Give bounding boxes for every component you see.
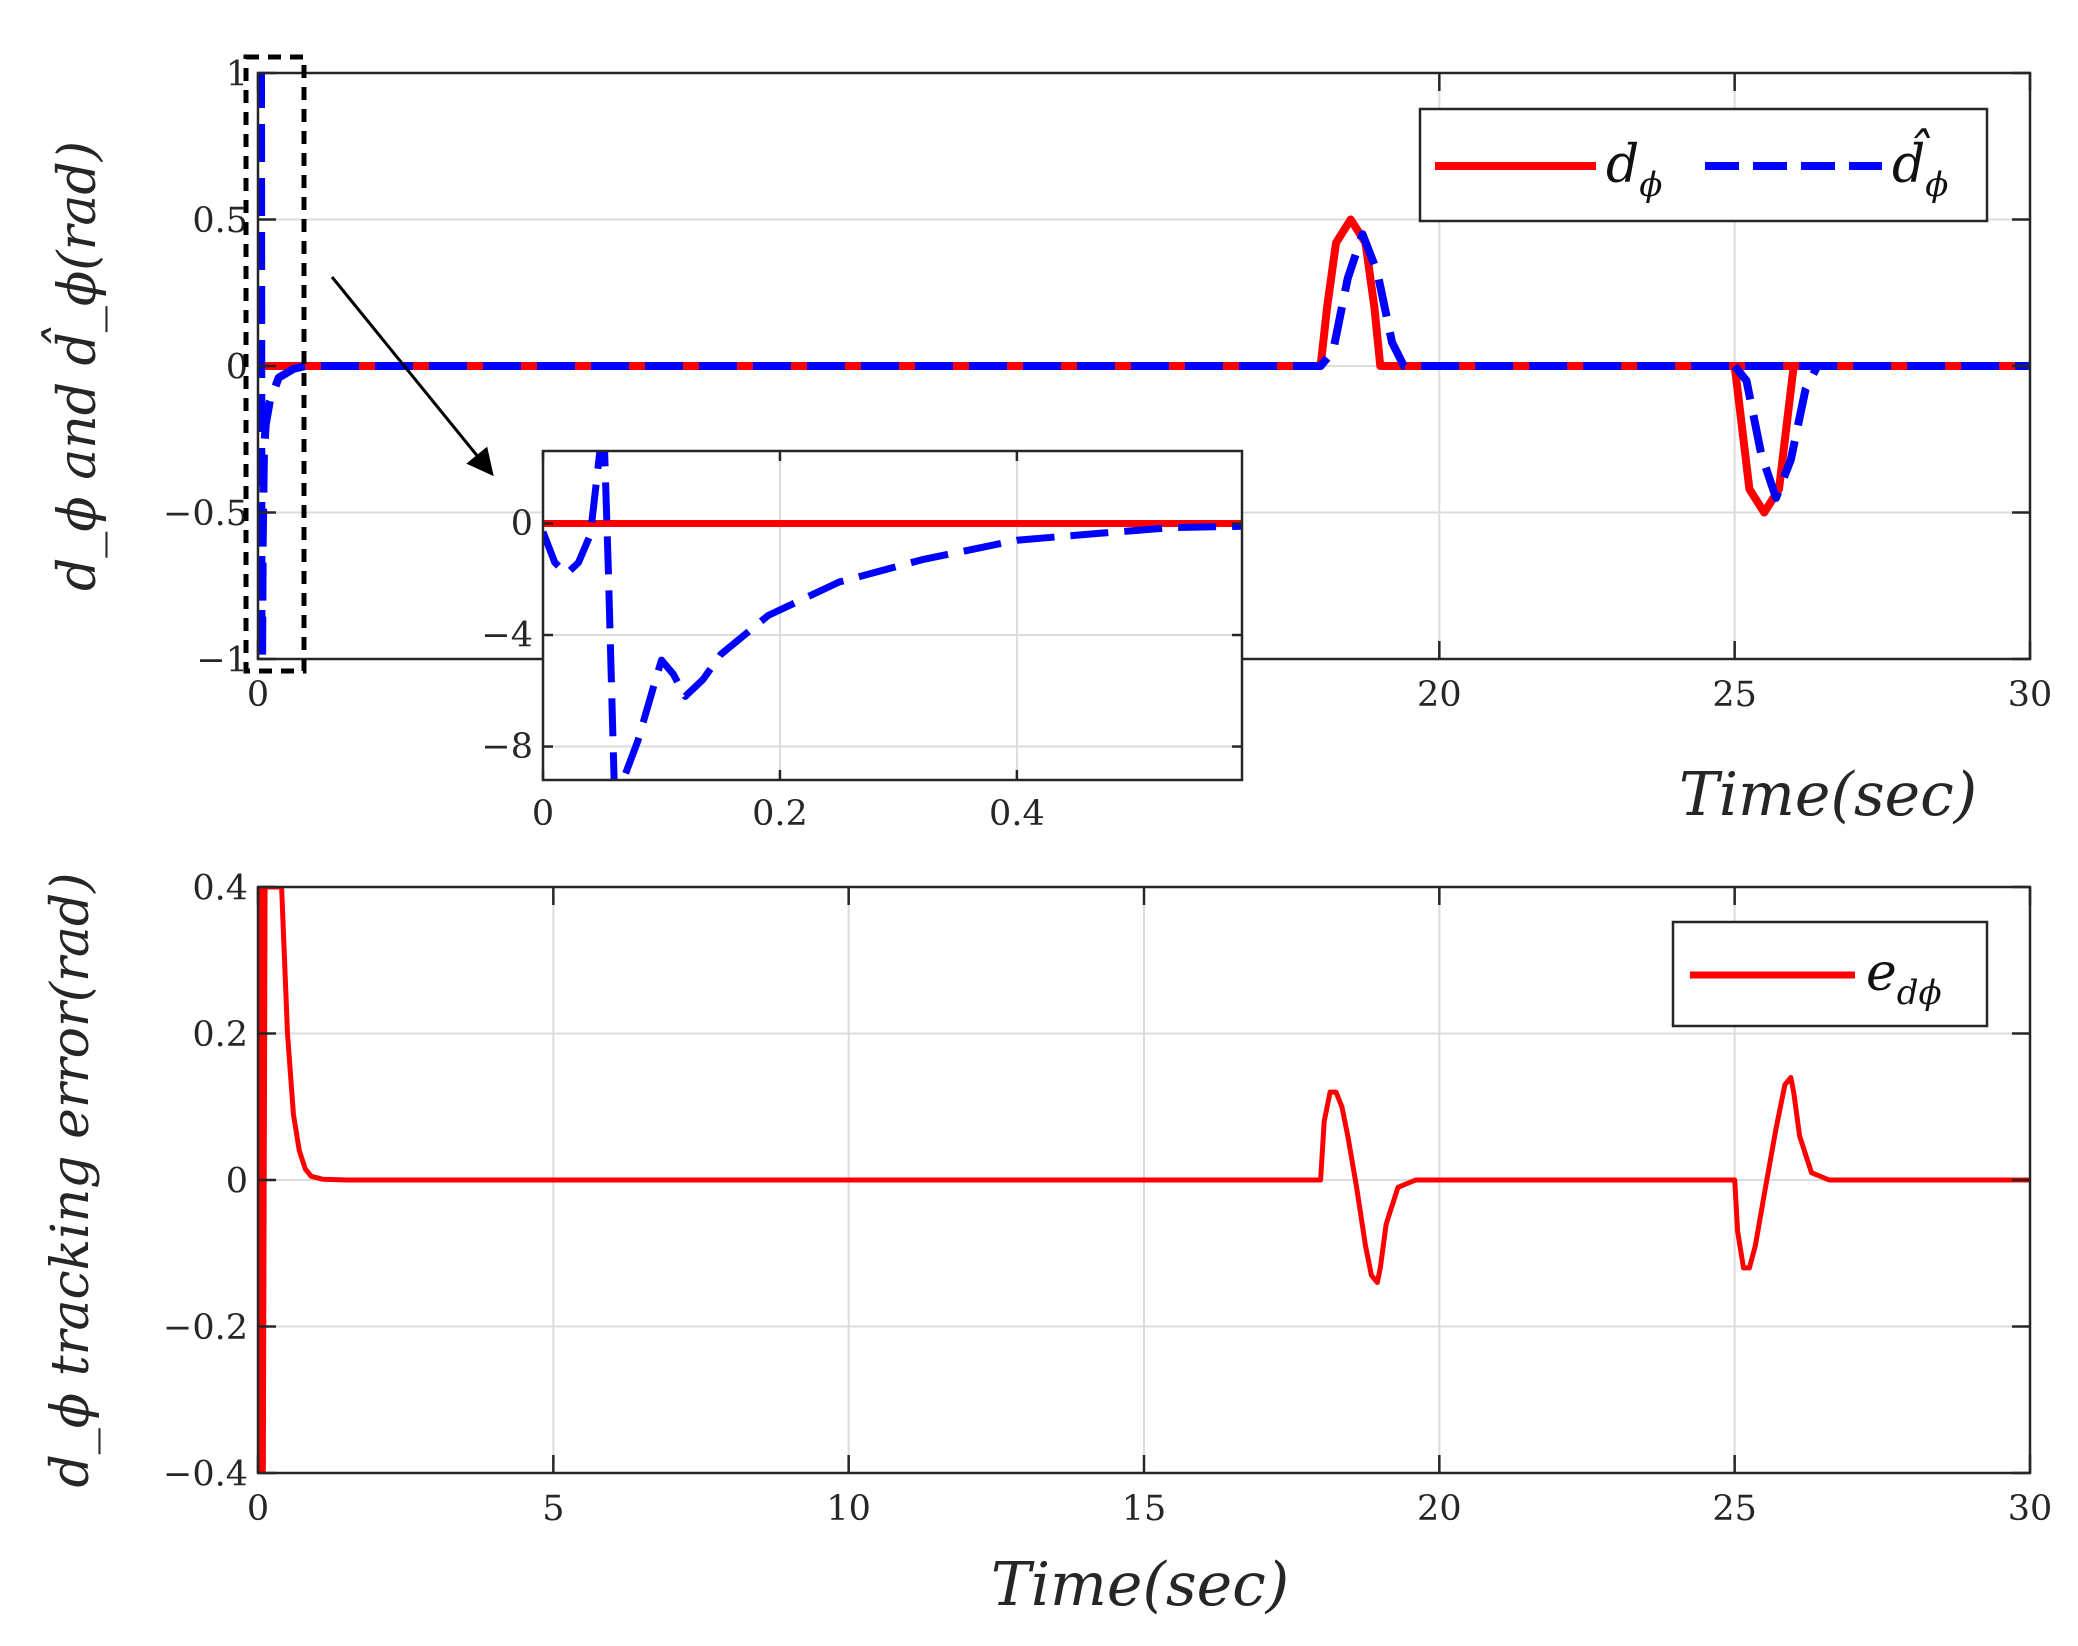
inset-panel: 0 0.2 0.4 0 −4 −8: [481, 449, 1244, 834]
top-legend: dϕ d̂ϕ: [1418, 107, 1989, 223]
zoom-arrow: [330, 276, 494, 477]
top-x-tick-label: 0: [247, 675, 269, 715]
zoom-region-box: [243, 54, 307, 674]
top-x-tick-label: 30: [2008, 675, 2053, 715]
inset-axes-box: [541, 449, 1244, 782]
inset-y-tick-label: 0: [511, 504, 533, 544]
bottom-x-tick-label: 5: [542, 1489, 564, 1529]
top-y-tick-label: 0: [226, 347, 248, 387]
bottom-x-tick-label: 0: [247, 1489, 269, 1529]
inset-series-lines: [543, 451, 1242, 780]
inset-y-tick-label: −4: [481, 616, 533, 656]
top-y-tick-label: 1: [226, 54, 248, 94]
bottom-y-axis-label: d_ϕ tracking error(rad): [41, 873, 101, 1488]
bottom-series-lines: [258, 887, 2030, 1473]
bottom-x-tick-label: 20: [1417, 1489, 1462, 1529]
bottom-y-tick-label: 0: [226, 1161, 248, 1201]
top-y-tick-label: −1: [196, 640, 248, 680]
top-ticks: 0 20 25 30 1 0.5 0 −0.5 −1: [163, 54, 2052, 715]
legend-e-d-phi-label: edϕ: [1866, 943, 1942, 1013]
top-x-tick-label: 25: [1712, 675, 1757, 715]
bottom-ticks: 0 5 10 15 20 25 30 0.4 0.2 0 −0.2 −0.4: [163, 868, 2052, 1529]
series-d-phi-line: [258, 215, 2030, 370]
top-x-axis-label: Time(sec): [1679, 760, 1977, 830]
inset-x-tick-label: 0.4: [989, 794, 1045, 834]
bottom-y-tick-label: 0.4: [192, 868, 248, 908]
inset-y-tick-label: −8: [481, 727, 533, 767]
top-y-tick-label: −0.5: [163, 494, 248, 534]
top-y-tick-label: 0.5: [192, 201, 248, 241]
inset-x-tick-label: 0: [532, 794, 554, 834]
series-d-hat-phi-line-negative-pulse: [1731, 363, 1821, 502]
bottom-legend: edϕ: [1671, 920, 1989, 1028]
inset-series-d-hat-phi-line: [543, 451, 1242, 780]
top-y-axis-label: d_ϕ and d̂_ϕ(rad): [42, 141, 108, 591]
top-series-lines: [258, 73, 2030, 659]
legend-d-phi-label: dϕ: [1606, 135, 1662, 205]
series-e-d-phi-line: [258, 887, 2030, 1473]
bottom-y-tick-label: −0.4: [163, 1454, 248, 1494]
inset-x-tick-label: 0.2: [752, 794, 808, 834]
bottom-x-tick-label: 10: [826, 1489, 871, 1529]
bottom-x-tick-label: 30: [2008, 1489, 2053, 1529]
series-d-hat-phi-line: [258, 73, 2030, 659]
top-x-tick-label: 20: [1417, 675, 1462, 715]
bottom-y-tick-label: −0.2: [163, 1308, 248, 1348]
bottom-x-axis-label: Time(sec): [991, 1550, 1289, 1620]
inset-ticks: 0 0.2 0.4 0 −4 −8: [481, 451, 1242, 834]
legend-d-hat-phi-label: d̂ϕ: [1892, 129, 1948, 205]
series-d-phi-line-negative-pulse: [1730, 365, 1798, 517]
bottom-x-tick-label: 15: [1122, 1489, 1167, 1529]
bottom-y-tick-label: 0.2: [192, 1015, 248, 1055]
bottom-panel: 0 5 10 15 20 25 30 0.4 0.2 0 −0.2 −0.4 edϕ d_ϕ trac…: [41, 868, 2052, 1620]
bottom-x-tick-label: 25: [1712, 1489, 1757, 1529]
